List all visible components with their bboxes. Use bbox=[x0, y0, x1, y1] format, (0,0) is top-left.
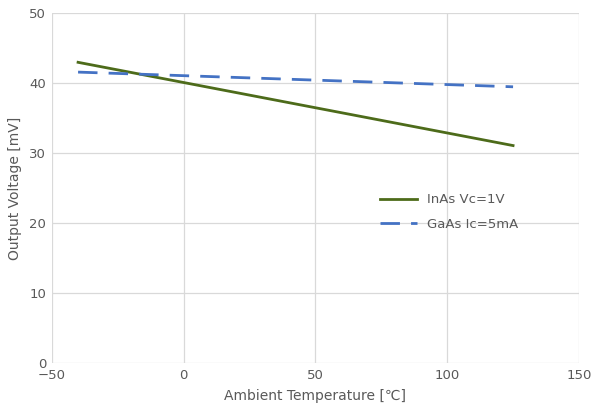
X-axis label: Ambient Temperature [℃]: Ambient Temperature [℃] bbox=[224, 389, 406, 403]
Y-axis label: Output Voltage [mV]: Output Voltage [mV] bbox=[8, 117, 22, 260]
Legend: InAs Vc=1V, GaAs Ic=5mA: InAs Vc=1V, GaAs Ic=5mA bbox=[374, 188, 524, 236]
